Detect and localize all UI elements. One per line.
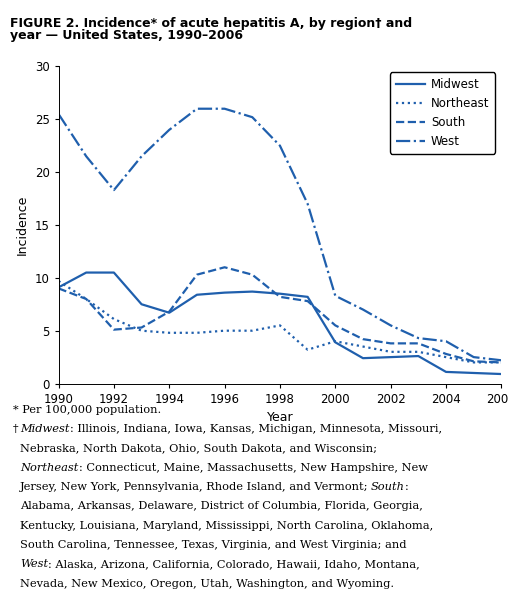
South: [471, 358, 477, 365]
West: [360, 306, 366, 313]
Y-axis label: Incidence: Incidence: [16, 195, 29, 255]
Text: Midwest: Midwest: [20, 424, 70, 434]
South: [111, 326, 117, 333]
Midwest: [249, 288, 256, 295]
Text: :: :: [405, 482, 409, 492]
Midwest: [415, 352, 421, 359]
Text: West: West: [20, 559, 48, 570]
Midwest: [55, 284, 62, 291]
Line: Northeast: Northeast: [59, 281, 501, 362]
Text: South: South: [371, 482, 405, 492]
West: [277, 142, 283, 149]
Northeast: [498, 359, 504, 366]
Text: Jersey, New York, Pennsylvania, Rhode Island, and Vermont;: Jersey, New York, Pennsylvania, Rhode Is…: [20, 482, 371, 492]
Northeast: [111, 315, 117, 323]
West: [138, 153, 145, 160]
Text: †: †: [13, 424, 20, 434]
Midwest: [443, 368, 449, 376]
West: [166, 126, 173, 133]
West: [498, 356, 504, 364]
Midwest: [221, 289, 228, 296]
Northeast: [443, 353, 449, 361]
Legend: Midwest, Northeast, South, West: Midwest, Northeast, South, West: [390, 72, 495, 154]
West: [194, 105, 200, 112]
South: [388, 339, 394, 347]
Text: year — United States, 1990–2006: year — United States, 1990–2006: [10, 29, 243, 42]
Northeast: [83, 295, 89, 303]
Midwest: [277, 290, 283, 297]
Northeast: [138, 327, 145, 335]
Northeast: [166, 329, 173, 336]
Midwest: [166, 309, 173, 316]
West: [443, 338, 449, 345]
Text: South Carolina, Tennessee, Texas, Virginia, and West Virginia; and: South Carolina, Tennessee, Texas, Virgin…: [20, 540, 407, 550]
South: [221, 263, 228, 271]
Northeast: [415, 348, 421, 355]
South: [304, 297, 310, 304]
West: [332, 292, 338, 300]
Text: : Connecticut, Maine, Massachusetts, New Hampshire, New: : Connecticut, Maine, Massachusetts, New…: [79, 463, 428, 473]
Text: : Alaska, Arizona, California, Colorado, Hawaii, Idaho, Montana,: : Alaska, Arizona, California, Colorado,…: [48, 559, 420, 570]
South: [277, 293, 283, 300]
West: [221, 105, 228, 112]
Midwest: [138, 301, 145, 308]
Midwest: [194, 291, 200, 298]
Northeast: [277, 322, 283, 329]
Midwest: [498, 370, 504, 378]
Northeast: [304, 346, 310, 353]
Text: Nevada, New Mexico, Oregon, Utah, Washington, and Wyoming.: Nevada, New Mexico, Oregon, Utah, Washin…: [20, 579, 394, 589]
Northeast: [249, 327, 256, 335]
South: [166, 308, 173, 315]
Text: Alabama, Arkansas, Delaware, District of Columbia, Florida, Georgia,: Alabama, Arkansas, Delaware, District of…: [20, 501, 423, 512]
Midwest: [304, 293, 310, 300]
Northeast: [55, 277, 62, 284]
Text: Kentucky, Louisiana, Maryland, Mississippi, North Carolina, Oklahoma,: Kentucky, Louisiana, Maryland, Mississip…: [20, 521, 434, 531]
South: [415, 339, 421, 347]
South: [249, 271, 256, 278]
South: [360, 335, 366, 342]
Text: * Per 100,000 population.: * Per 100,000 population.: [13, 405, 161, 415]
South: [194, 271, 200, 278]
West: [304, 201, 310, 208]
Text: Northeast: Northeast: [20, 463, 79, 473]
Northeast: [471, 359, 477, 366]
South: [332, 322, 338, 329]
Northeast: [194, 329, 200, 336]
Northeast: [221, 327, 228, 335]
West: [388, 322, 394, 329]
South: [138, 324, 145, 331]
West: [415, 335, 421, 342]
Line: Midwest: Midwest: [59, 272, 501, 374]
Midwest: [388, 353, 394, 361]
West: [249, 114, 256, 121]
Midwest: [332, 339, 338, 346]
Midwest: [360, 355, 366, 362]
West: [55, 111, 62, 118]
Northeast: [360, 343, 366, 350]
South: [55, 284, 62, 292]
South: [498, 359, 504, 366]
Midwest: [83, 269, 89, 276]
Midwest: [111, 269, 117, 276]
X-axis label: Year: Year: [267, 411, 293, 424]
Line: South: South: [59, 267, 501, 362]
South: [83, 295, 89, 303]
Text: : Illinois, Indiana, Iowa, Kansas, Michigan, Minnesota, Missouri,: : Illinois, Indiana, Iowa, Kansas, Michi…: [70, 424, 442, 434]
Midwest: [471, 369, 477, 377]
Text: FIGURE 2. Incidence* of acute hepatitis A, by region† and: FIGURE 2. Incidence* of acute hepatitis …: [10, 17, 412, 30]
West: [471, 353, 477, 361]
Northeast: [332, 338, 338, 345]
West: [111, 187, 117, 194]
Text: Nebraska, North Dakota, Ohio, South Dakota, and Wisconsin;: Nebraska, North Dakota, Ohio, South Dako…: [20, 443, 377, 454]
Line: West: West: [59, 109, 501, 360]
Northeast: [388, 348, 394, 355]
South: [443, 350, 449, 358]
West: [83, 153, 89, 160]
